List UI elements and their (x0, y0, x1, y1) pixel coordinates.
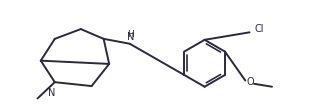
Text: Cl: Cl (254, 24, 264, 34)
Text: N: N (127, 32, 135, 42)
Text: H: H (128, 30, 135, 39)
Text: O: O (246, 77, 254, 87)
Text: N: N (48, 88, 56, 98)
